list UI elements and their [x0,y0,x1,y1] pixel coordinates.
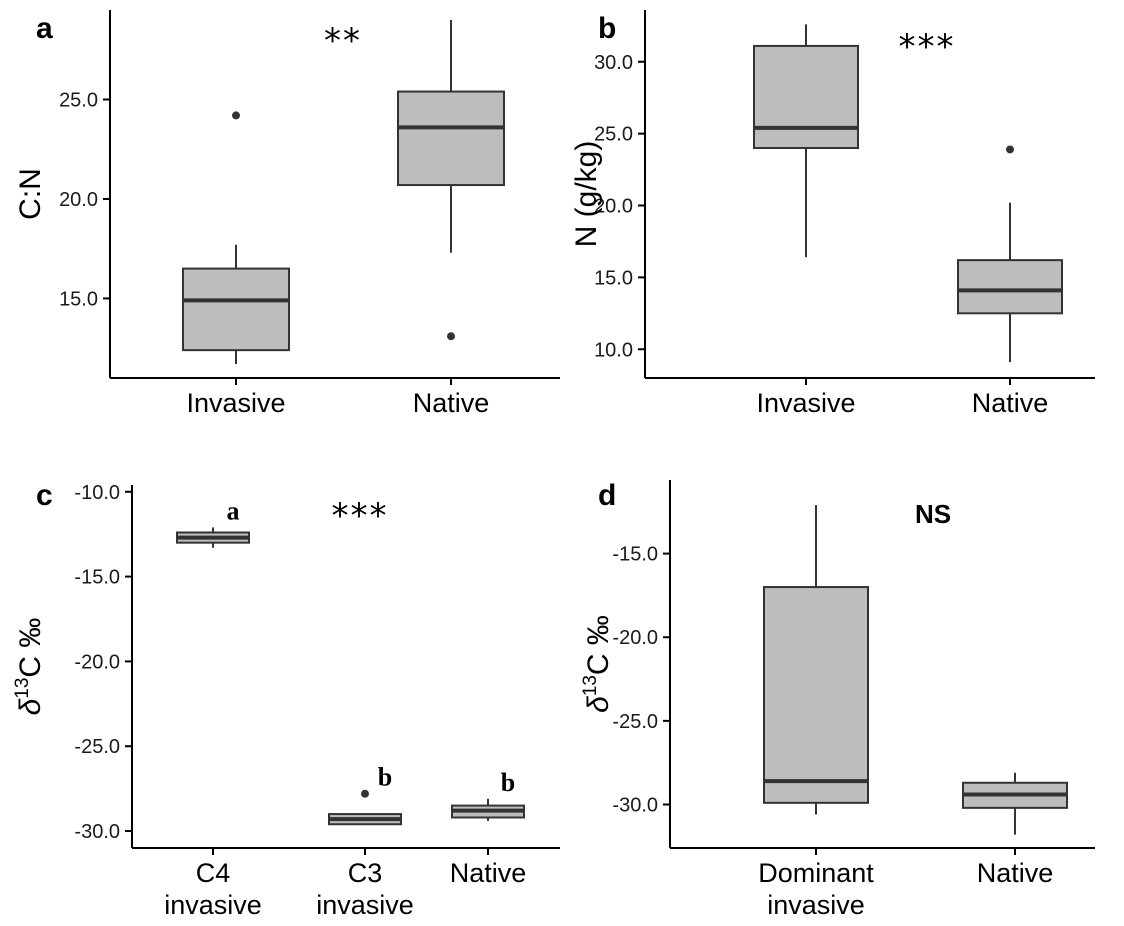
significance-label: ** [324,21,362,61]
category-label: Native [413,388,490,418]
box-2: b [328,763,402,826]
y-tick-label: 15.0 [59,288,98,310]
panel-b: b 10.0 15.0 20.0 25.0 30.0 N (g/kg) *** Invasive… [570,10,1095,418]
panel-letter: b [598,12,616,45]
y-tick-label: 10.0 [594,339,633,361]
category-label: invasive [164,890,262,920]
y-axis-title: δ13C ‰ [580,615,615,713]
panel-letter: c [36,479,53,512]
panel-letter: a [36,12,53,45]
y-tick-label: -25.0 [612,711,658,733]
group-letter: b [501,768,515,797]
y-tick-label: -15.0 [612,544,658,566]
outlier-point [447,332,455,341]
y-tick-label: 25.0 [594,124,633,146]
y-tick-label: -30.0 [612,795,658,817]
category-label: Native [972,388,1049,418]
outlier-point [361,789,369,798]
category-label: Native [450,858,527,888]
box-iqr [753,44,859,149]
box-1 [763,505,869,815]
y-tick-label: 25.0 [59,90,98,112]
box-1 [753,24,859,258]
y-axis-title-superscript: 13 [12,678,33,699]
category-label: invasive [316,890,414,920]
box-iqr [182,267,290,352]
significance-label: NS [915,499,951,529]
category-label: invasive [767,890,865,920]
outlier-point [1006,145,1014,154]
significance-label: *** [899,27,956,67]
box-iqr [397,90,505,187]
panel-letter: d [598,479,616,512]
panel-a: a 15.0 20.0 25.0 C:N ** Invasive Native [14,10,560,418]
category-label: Native [977,858,1054,888]
y-tick-label: 20.0 [59,189,98,211]
box-iqr [957,259,1063,315]
y-axis-title-rest: C ‰ [582,615,615,675]
y-tick-label: -20.0 [74,651,120,673]
box-3: b [451,768,525,821]
y-axis-title-rest: C ‰ [14,618,47,678]
y-tick-label: -15.0 [74,567,120,589]
y-tick-label: -30.0 [74,821,120,843]
category-label: Dominant [758,858,874,888]
category-label: Invasive [756,388,855,418]
y-tick-label: -20.0 [612,627,658,649]
y-axis-title-symbol: δ [582,696,615,713]
y-axis-title-symbol: δ [14,698,47,715]
category-label: C4 [196,858,231,888]
box-1: a [176,496,250,548]
y-axis-title-superscript: 13 [580,675,601,696]
y-axis-title: N (g/kg) [570,141,603,248]
group-letter: a [227,496,240,525]
y-axis-title: C:N [14,168,47,220]
box-iqr [763,586,869,804]
box-1 [182,111,290,365]
box-2 [957,145,1063,363]
category-label: Invasive [186,388,285,418]
y-tick-label: -10.0 [74,482,120,504]
y-tick-label: 15.0 [594,267,633,289]
y-tick-label: 30.0 [594,52,633,74]
box-2 [397,19,505,341]
significance-label: *** [332,496,389,536]
y-axis-title: δ13C ‰ [12,618,47,716]
outlier-point [232,111,240,120]
category-label: C3 [348,858,383,888]
y-tick-label: -25.0 [74,736,120,758]
box-2 [962,772,1068,835]
y-tick-label: 20.0 [594,196,633,218]
group-letter: b [378,763,392,792]
panel-d: d -30.0 -25.0 -20.0 -15.0 δ13C ‰ NS Dominantinv… [580,479,1095,920]
